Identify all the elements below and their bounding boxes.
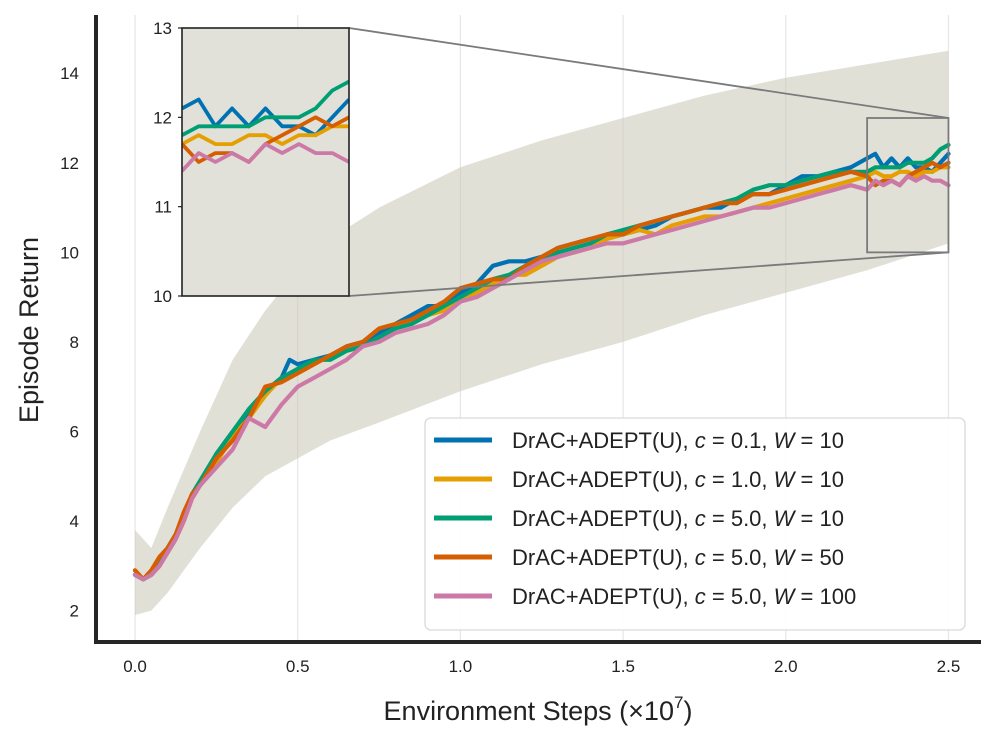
x-axis-label-exponent: 7 (674, 693, 683, 712)
zoom-indicator (348, 27, 950, 297)
legend-label-2: DrAC+ADEPT(U), c = 1.0, W = 10 (512, 467, 844, 492)
series-line-4 (132, 160, 951, 582)
inset-series-line-1 (182, 97, 349, 138)
series-line-3 (132, 142, 951, 582)
legend-label-4: DrAC+ADEPT(U), c = 5.0, W = 50 (512, 545, 844, 570)
y-tick-label: 2 (70, 602, 79, 621)
inset-zoom-panel: 10 11 12 13 (153, 19, 350, 306)
inset-background (182, 28, 349, 296)
y-tick-label: 8 (70, 333, 79, 352)
x-tick-label: 0.0 (123, 657, 147, 676)
legend-label-1: DrAC+ADEPT(U), c = 0.1, W = 10 (512, 428, 844, 453)
series-line-5 (132, 174, 951, 582)
x-tick-label: 2.5 (937, 657, 961, 676)
y-tick-label: 14 (60, 64, 79, 83)
x-tick-label: 0.5 (286, 657, 310, 676)
legend-label-3: DrAC+ADEPT(U), c = 5.0, W = 10 (512, 506, 844, 531)
y-tick-label: 10 (60, 243, 79, 262)
inset-y-tick-label: 13 (153, 19, 172, 38)
inset-y-tick-label: 12 (153, 108, 172, 127)
zoom-connector-bottom (348, 251, 949, 297)
y-tick-labels: 2 4 6 8 10 12 14 (60, 64, 79, 620)
y-tick-label: 4 (70, 512, 79, 531)
y-tick-label: 6 (70, 423, 79, 442)
inset-series (182, 79, 349, 173)
y-tick-label: 12 (60, 154, 79, 173)
legend-label-5: DrAC+ADEPT(U), c = 5.0, W = 100 (512, 584, 856, 609)
zoom-box (866, 117, 950, 254)
x-tick-label: 1.0 (449, 657, 473, 676)
x-tick-label: 1.5 (611, 657, 635, 676)
inset-y-tick-label: 11 (154, 198, 172, 217)
zoom-connector-top (348, 27, 949, 119)
x-axis-label: Environment Steps (×107) (384, 693, 693, 726)
inset-y-tick-label: 10 (153, 287, 172, 306)
x-axis-label-text: Environment Steps (×10 (384, 696, 674, 726)
inset-series-line-3 (182, 79, 349, 137)
x-tick-label: 2.0 (774, 657, 798, 676)
x-tick-labels: 0.0 0.5 1.0 1.5 2.0 2.5 (123, 657, 960, 676)
x-axis-label-suffix: ) (683, 696, 692, 726)
inset-frame (181, 27, 350, 297)
inset-series-line-2 (182, 124, 349, 146)
series-lines (132, 142, 951, 582)
inset-series-line-5 (182, 142, 349, 173)
legend-frame (424, 417, 966, 631)
y-axis-label: Episode Return (14, 237, 44, 423)
axes (94, 15, 981, 644)
legend: DrAC+ADEPT(U), c = 0.1, W = 10 DrAC+ADEPT… (424, 417, 966, 631)
